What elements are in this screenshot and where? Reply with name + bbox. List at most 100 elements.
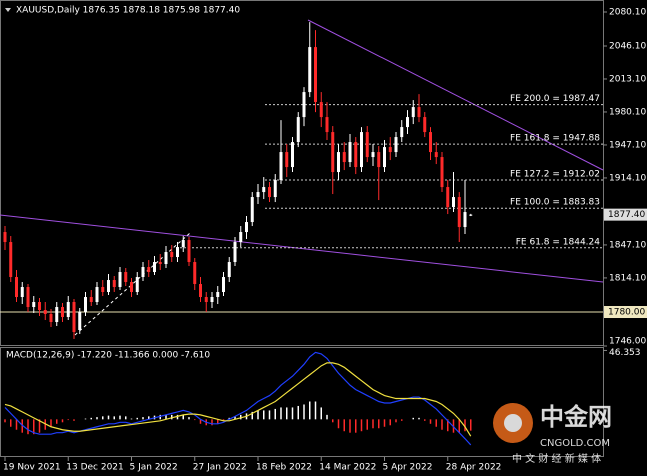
chart-title: XAUUSD,Daily 1876.35 1878.18 1875.98 187… [16,6,240,16]
x-tick-label: 5 Jan 2022 [130,463,178,473]
candle-body [417,107,421,118]
y-tick-label: 1847.10 [609,240,646,250]
candle-body [308,47,312,93]
y-tick-label: 1914.10 [609,173,646,183]
trend-line [0,214,604,283]
candle-body [377,152,381,168]
signal-line [4,362,472,437]
watermark: 中金网 CNGOLD.COM 中 文 财 经 新 媒 体 [493,403,612,465]
candle-body [239,232,243,243]
price-box [604,306,647,319]
candle-body [130,282,133,293]
candle-body [406,117,409,128]
candle-body [181,240,185,248]
candle-body [20,287,24,298]
macd-panel-frame [0,347,604,457]
y-tick-label: 1814.10 [609,273,646,283]
candle-body [38,302,41,311]
candle-body [222,277,225,293]
candle-body [400,127,404,138]
candle-body [469,214,473,216]
watermark-name: 中金网 [540,403,612,431]
candle-body [279,152,283,181]
trend-line [307,19,604,171]
candle-body [43,310,47,315]
candle-body [101,287,105,293]
candle-body [354,142,358,168]
y-tick-label: 46.353 [609,348,641,358]
y-tick-label: 2046.10 [609,41,646,51]
candle-body [193,262,197,285]
candle-body [187,240,191,263]
candle-body [383,147,386,168]
candle-body [452,197,455,208]
candle-body [153,262,156,273]
candle-body [262,187,266,193]
candle-body [331,132,335,173]
candle-body [95,287,99,303]
candle-body [463,212,467,228]
candle-body [26,287,30,308]
x-tick-label: 14 Mar 2022 [319,463,376,473]
candle-body [72,302,76,333]
candle-body [158,262,162,265]
candle-body [147,267,151,273]
x-tick-label: 18 Feb 2022 [256,463,312,473]
x-tick-label: 13 Dec 2021 [66,463,124,473]
candle-body [9,242,13,278]
candle-body [216,292,220,298]
candle-body [55,307,59,323]
x-tick-label: 19 Nov 2021 [3,463,61,473]
candle-body [434,152,438,158]
candle-body [256,192,260,198]
candle-body [89,297,93,303]
y-tick-label: 1947.10 [609,140,646,150]
candle-body [204,297,208,303]
candle-body [233,242,237,263]
trend-line [74,232,191,336]
fib-label: FE 161.8 = 1947.88 [510,134,600,144]
candle-body [273,180,277,198]
last-price-box [604,208,647,221]
candle-body [78,312,82,331]
main-panel-frame [0,0,604,346]
watermark-logo [504,414,522,432]
x-tick-label: 27 Jan 2022 [193,463,247,473]
candle-body [446,187,450,208]
candle-body [176,247,179,258]
candle-body [319,102,323,118]
candle-body [112,280,116,288]
candle-body [199,284,202,298]
y-tick-label: 2080.10 [609,7,646,17]
candle-body [325,117,329,133]
candle-body [118,272,122,288]
fib-label: FE 200.0 = 1987.47 [510,94,600,104]
candle-body [227,262,231,278]
menu-icon [5,8,11,12]
candle-body [245,222,248,233]
candle-body [135,277,139,293]
candle-body [285,152,289,168]
candle-body [164,252,168,265]
y-tick-label: 2013.10 [609,74,646,84]
candle-body [3,232,7,243]
price-box-label: 1780.00 [608,308,645,318]
macd-title: MACD(12,26,9) -17.220 -11.366 0.000 -7.6… [6,351,210,361]
candle-body [423,117,427,133]
last-price-label: 1877.40 [608,210,645,220]
fib-label: FE 127.2 = 1912.02 [510,170,600,180]
candle-body [457,197,461,228]
fib-label: FE 100.0 = 1883.83 [510,198,600,208]
watermark-slogan: 中 文 财 经 新 媒 体 [512,452,601,465]
candle-body [302,92,306,118]
candle-body [440,157,444,188]
candle-body [291,142,294,168]
candle-body [124,272,128,283]
candle-body [388,147,392,153]
candle-body [337,152,340,173]
candle-body [210,297,214,303]
candle-body [342,152,346,163]
candle-body [360,132,363,168]
